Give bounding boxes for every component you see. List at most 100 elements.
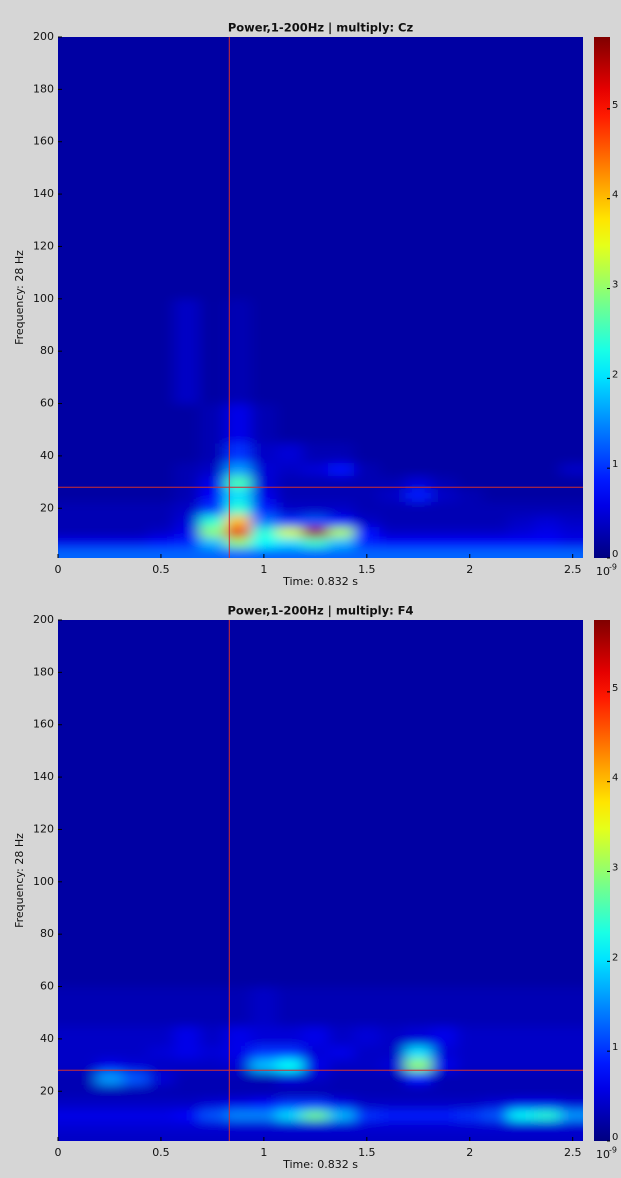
plot-area (58, 37, 583, 558)
heatmap-cell (70, 1071, 98, 1086)
heatmap-cell (96, 1130, 123, 1141)
heatmap-cell (353, 442, 381, 463)
heatmap-cell (508, 403, 535, 444)
heatmap-cell (379, 141, 406, 300)
heatmap-cell (379, 1045, 406, 1060)
x-tick-label: 2.5 (564, 563, 582, 576)
heatmap-cell (70, 526, 98, 538)
heatmap-cell (534, 1109, 561, 1121)
heatmap-cell (122, 37, 149, 143)
colorbar-tick-label: 5 (612, 100, 618, 111)
heatmap-cell (96, 475, 123, 490)
heatmap-cell (482, 462, 509, 477)
heatmap-cell (456, 442, 484, 463)
y-tick-label: 180 (33, 665, 54, 678)
heatmap-cell (70, 298, 98, 405)
heatmap-cell (534, 462, 561, 477)
heatmap-cell (251, 501, 278, 516)
heatmap-cell (482, 298, 509, 405)
heatmap-cell (431, 37, 458, 143)
heatmap-cell (559, 475, 583, 490)
heatmap-cell (559, 1109, 583, 1121)
heatmap-cell (122, 403, 149, 444)
heatmap-cell (173, 547, 201, 558)
heatmap-cell (379, 442, 406, 463)
heatmap-cell (508, 1120, 535, 1132)
y-tick-label: 140 (33, 770, 54, 783)
x-tick-label: 1.5 (358, 1146, 376, 1159)
heatmap-cell (251, 547, 278, 558)
heatmap-cell (276, 881, 303, 988)
heatmap-cell (225, 537, 252, 549)
heatmap-cell (482, 1025, 509, 1046)
heatmap-cell (148, 37, 175, 143)
heatmap-cell (70, 475, 98, 490)
heatmap-cell (328, 724, 355, 883)
heatmap-cell (482, 881, 509, 988)
heatmap-cell (353, 1097, 381, 1111)
heatmap-cell (96, 1025, 123, 1046)
heatmap-cell (559, 462, 583, 477)
heatmap-cell (302, 37, 329, 143)
heatmap-cell (456, 986, 484, 1027)
heatmap-cell (559, 547, 583, 558)
colorbar-tick-label: 2 (612, 952, 618, 963)
heatmap-cell (276, 442, 303, 463)
heatmap-cell (508, 1058, 535, 1073)
heatmap-cell (173, 1130, 201, 1141)
heatmap-cell (353, 488, 381, 503)
heatmap-cell (276, 298, 303, 405)
heatmap-cell (559, 442, 583, 463)
heatmap-cell (70, 488, 98, 503)
heatmap-cell (559, 1045, 583, 1060)
heatmap-cell (328, 442, 355, 463)
heatmap-cell (379, 881, 406, 988)
heatmap-cell (199, 1025, 226, 1046)
heatmap-cell (96, 403, 123, 444)
colorbar-tick-label: 0 (612, 1132, 618, 1143)
heatmap-cell (302, 1130, 329, 1141)
heatmap-cell (456, 37, 484, 143)
heatmap-cell (148, 1130, 175, 1141)
heatmap-cell (96, 1045, 123, 1060)
panel: Power,1-200Hz | multiply: Cz204060801001… (13, 21, 618, 589)
heatmap-cell (534, 724, 561, 883)
heatmap-cell (199, 1109, 226, 1121)
heatmap-cell (302, 526, 329, 538)
heatmap-cell (70, 881, 98, 988)
heatmap-cell (353, 1084, 381, 1099)
heatmap-cell (508, 298, 535, 405)
heatmap-cell (199, 881, 226, 988)
heatmap-cell (482, 620, 509, 726)
heatmap-cell (431, 1130, 458, 1141)
colorbar-tick-label: 2 (612, 369, 618, 380)
colorbar-tick-label: 3 (612, 280, 618, 291)
heatmap-cell (58, 501, 72, 516)
heatmap-cell (148, 547, 175, 558)
heatmap-cell (379, 620, 406, 726)
heatmap-cell (431, 462, 458, 477)
heatmap-cell (379, 1109, 406, 1121)
heatmap-cell (173, 298, 201, 405)
heatmap-cell (70, 37, 98, 143)
heatmap-cell (122, 442, 149, 463)
heatmap-cell (58, 1109, 72, 1121)
heatmap-cell (96, 1071, 123, 1086)
heatmap-cell (353, 881, 381, 988)
heatmap-cell (199, 1097, 226, 1111)
heatmap-cell (431, 1058, 458, 1073)
heatmap-cell (251, 620, 278, 726)
heatmap-cell (508, 462, 535, 477)
heatmap-cell (456, 141, 484, 300)
heatmap-cell (508, 1130, 535, 1141)
heatmap-cell (302, 475, 329, 490)
heatmap-cell (148, 488, 175, 503)
heatmap-cell (122, 724, 149, 883)
x-tick-label: 1.5 (358, 563, 376, 576)
heatmap-cell (534, 501, 561, 516)
heatmap-cell (70, 537, 98, 549)
heatmap-cell (431, 620, 458, 726)
heatmap-cell (148, 1025, 175, 1046)
heatmap-cell (122, 141, 149, 300)
heatmap-cell (302, 501, 329, 516)
